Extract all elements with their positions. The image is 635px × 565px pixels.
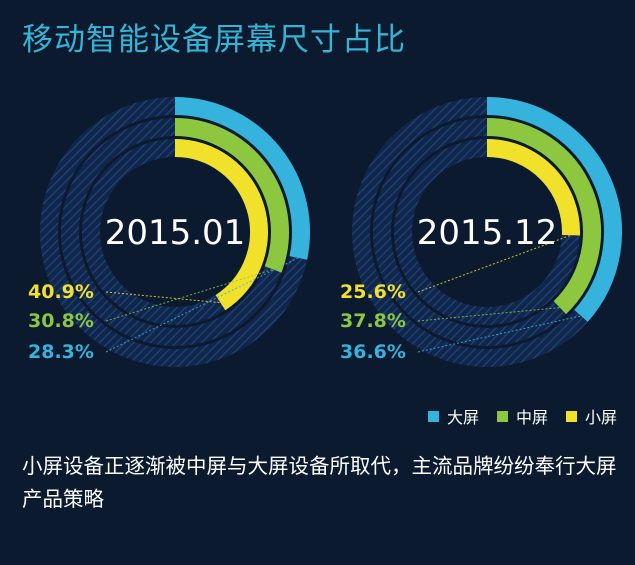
legend-label-large: 大屏 — [446, 408, 479, 427]
value-label-small-2: 25.6% — [340, 281, 406, 303]
arc-medium-1 — [174, 118, 289, 273]
leader-line-small-1 — [105, 291, 221, 304]
value-label-small-1: 40.9% — [28, 281, 94, 303]
arc-medium-2 — [486, 118, 601, 315]
leader-line-small-2 — [417, 234, 572, 293]
value-label-medium-2: 37.8% — [340, 310, 406, 332]
arc-small-2 — [486, 139, 580, 236]
legend-item-large: 大屏 — [427, 404, 479, 428]
arc-large-1 — [174, 97, 310, 260]
center-label-1: 2015.01 — [105, 213, 246, 253]
value-label-medium-1: 30.8% — [28, 310, 94, 332]
radial-bar-chart: 2015.01 40.9% 30.8% 28.3% 2015.12 25.6% 37.8% 3… — [28, 97, 622, 367]
legend: 大屏 中屏 小屏 — [427, 404, 617, 428]
legend-item-small: 小屏 — [565, 404, 617, 428]
legend-label-small: 小屏 — [584, 408, 617, 427]
legend-swatch-medium — [496, 410, 508, 422]
chart-layer: 2015.01 40.9% 30.8% 28.3% 2015.12 25.6% 37.8% 3… — [28, 97, 622, 367]
caption-text: 小屏设备正逐渐被中屏与大屏设备所取代，主流品牌纷纷奉行大屏产品策略 — [22, 454, 617, 511]
legend-label-medium: 中屏 — [515, 408, 548, 427]
chart-title: 移动智能设备屏幕尺寸占比 — [22, 22, 406, 58]
value-label-large-1: 28.3% — [28, 341, 94, 363]
legend-swatch-small — [565, 410, 577, 422]
leader-line-medium-1 — [105, 268, 274, 322]
value-label-large-2: 36.6% — [340, 341, 406, 363]
arc-small-1 — [174, 139, 268, 311]
center-label-2: 2015.12 — [417, 213, 558, 253]
legend-swatch-large — [427, 410, 439, 422]
legend-item-medium: 中屏 — [496, 404, 548, 428]
arc-large-2 — [486, 97, 622, 322]
